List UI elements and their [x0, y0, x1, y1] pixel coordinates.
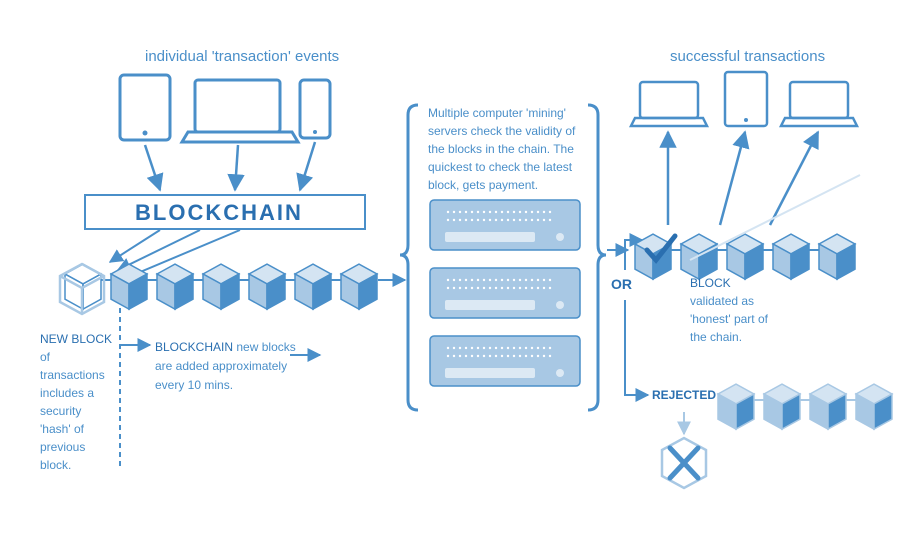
devices-right — [631, 72, 857, 126]
arrow-up-3 — [770, 132, 818, 225]
rejected-cube — [662, 438, 706, 488]
block-validated: BLOCK validated as 'honest' part of the … — [690, 274, 775, 346]
arrow-or-down — [625, 300, 648, 395]
or-label: OR — [611, 276, 632, 292]
chain-bottom-right — [718, 384, 892, 429]
devices-left — [120, 75, 330, 142]
new-block-title: NEW BLOCK — [40, 332, 112, 346]
x-icon — [670, 448, 698, 478]
label-top-left: individual 'transaction' events — [145, 48, 339, 65]
blockchain-desc: BLOCKCHAIN new blocks are added approxim… — [155, 338, 300, 396]
servers — [430, 200, 580, 386]
diagram-canvas — [0, 0, 900, 540]
arrow-device-1 — [145, 145, 160, 190]
rejected-label: REJECTED — [652, 388, 716, 402]
arrow-up-2 — [720, 132, 745, 225]
blockchain-desc-title: BLOCKCHAIN — [155, 340, 233, 354]
arrow-device-2 — [235, 145, 238, 190]
label-top-right: successful transactions — [670, 48, 825, 65]
new-block-cube — [60, 264, 104, 314]
mining-text: Multiple computer 'mining' servers check… — [428, 104, 593, 194]
block-validated-body: validated as 'honest' part of the chain. — [690, 294, 768, 344]
arrow-bc-1 — [110, 230, 160, 262]
arrow-device-3 — [300, 142, 315, 190]
new-block-body: of transactions includes a security 'has… — [40, 350, 105, 472]
new-block-text: NEW BLOCK of transactions includes a sec… — [40, 330, 115, 474]
bracket-left — [400, 105, 418, 410]
blockchain-box-label: BLOCKCHAIN — [135, 200, 335, 226]
chain-left — [65, 264, 377, 309]
block-validated-title: BLOCK — [690, 276, 731, 290]
